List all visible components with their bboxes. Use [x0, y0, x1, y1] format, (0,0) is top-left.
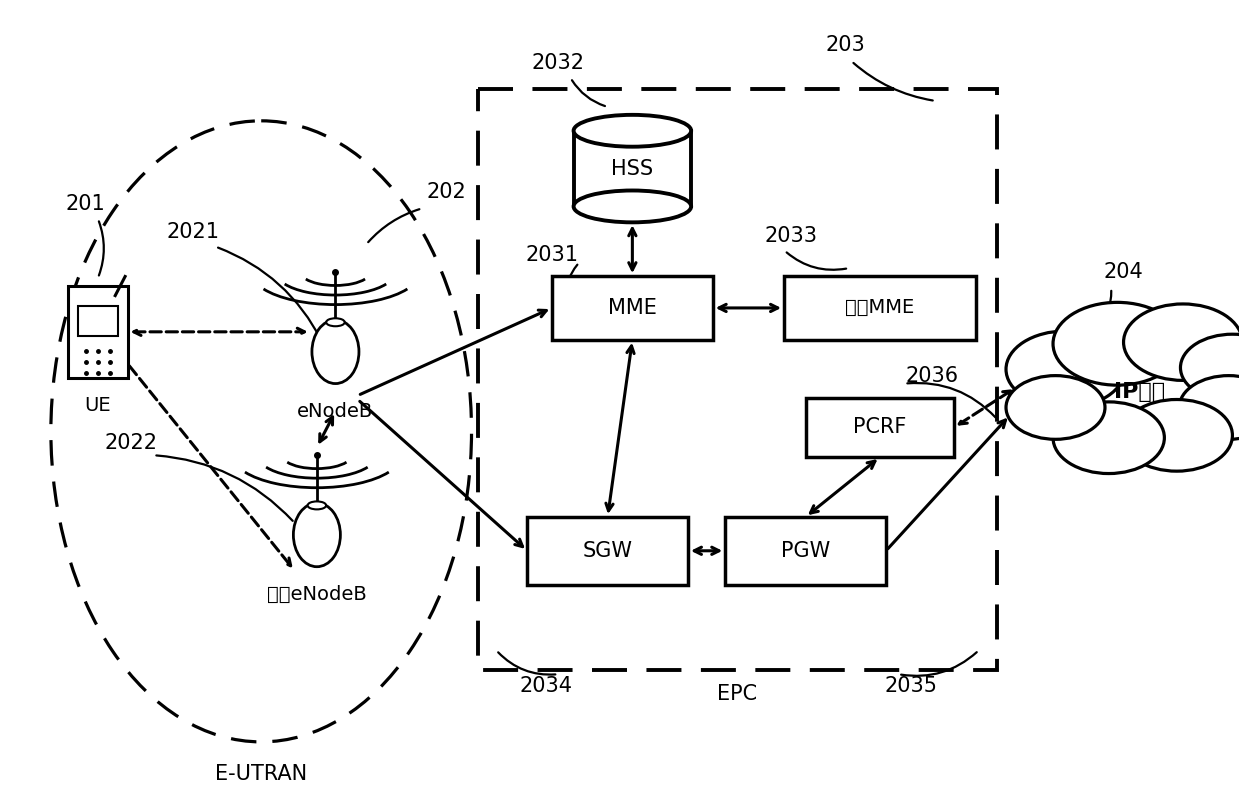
Bar: [68, 286, 128, 378]
Ellipse shape: [574, 115, 691, 147]
Circle shape: [1053, 402, 1164, 474]
Text: PCRF: PCRF: [853, 417, 906, 437]
Ellipse shape: [574, 190, 691, 222]
Text: 203: 203: [826, 35, 866, 55]
Text: HSS: HSS: [611, 158, 653, 179]
Text: E-UTRAN: E-UTRAN: [216, 764, 308, 784]
Text: 2022: 2022: [105, 433, 157, 453]
Text: 2034: 2034: [520, 676, 573, 696]
Ellipse shape: [326, 318, 345, 326]
Circle shape: [1006, 376, 1105, 439]
Text: 202: 202: [427, 182, 466, 202]
Circle shape: [1180, 334, 1240, 401]
Bar: [78, 305, 118, 336]
Text: 201: 201: [66, 194, 105, 214]
Circle shape: [1179, 376, 1240, 439]
Text: 2021: 2021: [166, 222, 219, 242]
Text: 204: 204: [1104, 262, 1143, 282]
Text: EPC: EPC: [718, 684, 758, 704]
Circle shape: [1006, 331, 1125, 407]
Text: 2036: 2036: [905, 366, 959, 386]
Bar: [806, 398, 954, 457]
Text: 2035: 2035: [884, 676, 937, 696]
Circle shape: [1123, 304, 1240, 380]
Text: 2031: 2031: [526, 244, 578, 264]
Bar: [552, 276, 713, 340]
Circle shape: [1053, 302, 1182, 385]
Text: 其它eNodeB: 其它eNodeB: [267, 585, 367, 604]
Ellipse shape: [294, 503, 341, 566]
Ellipse shape: [312, 320, 358, 384]
Text: IP业务: IP业务: [1114, 382, 1166, 402]
Text: PGW: PGW: [781, 541, 831, 561]
Text: 2033: 2033: [764, 226, 817, 246]
Circle shape: [1121, 400, 1233, 471]
Text: 其它MME: 其它MME: [846, 299, 914, 317]
Bar: [527, 517, 688, 585]
Text: SGW: SGW: [583, 541, 632, 561]
Bar: [725, 517, 887, 585]
Text: MME: MME: [608, 298, 657, 318]
Bar: [574, 131, 691, 206]
Text: UE: UE: [84, 396, 112, 415]
Ellipse shape: [308, 502, 326, 510]
Text: 2032: 2032: [532, 54, 584, 74]
Text: eNodeB: eNodeB: [298, 402, 373, 421]
Bar: [784, 276, 976, 340]
Bar: [477, 89, 997, 670]
